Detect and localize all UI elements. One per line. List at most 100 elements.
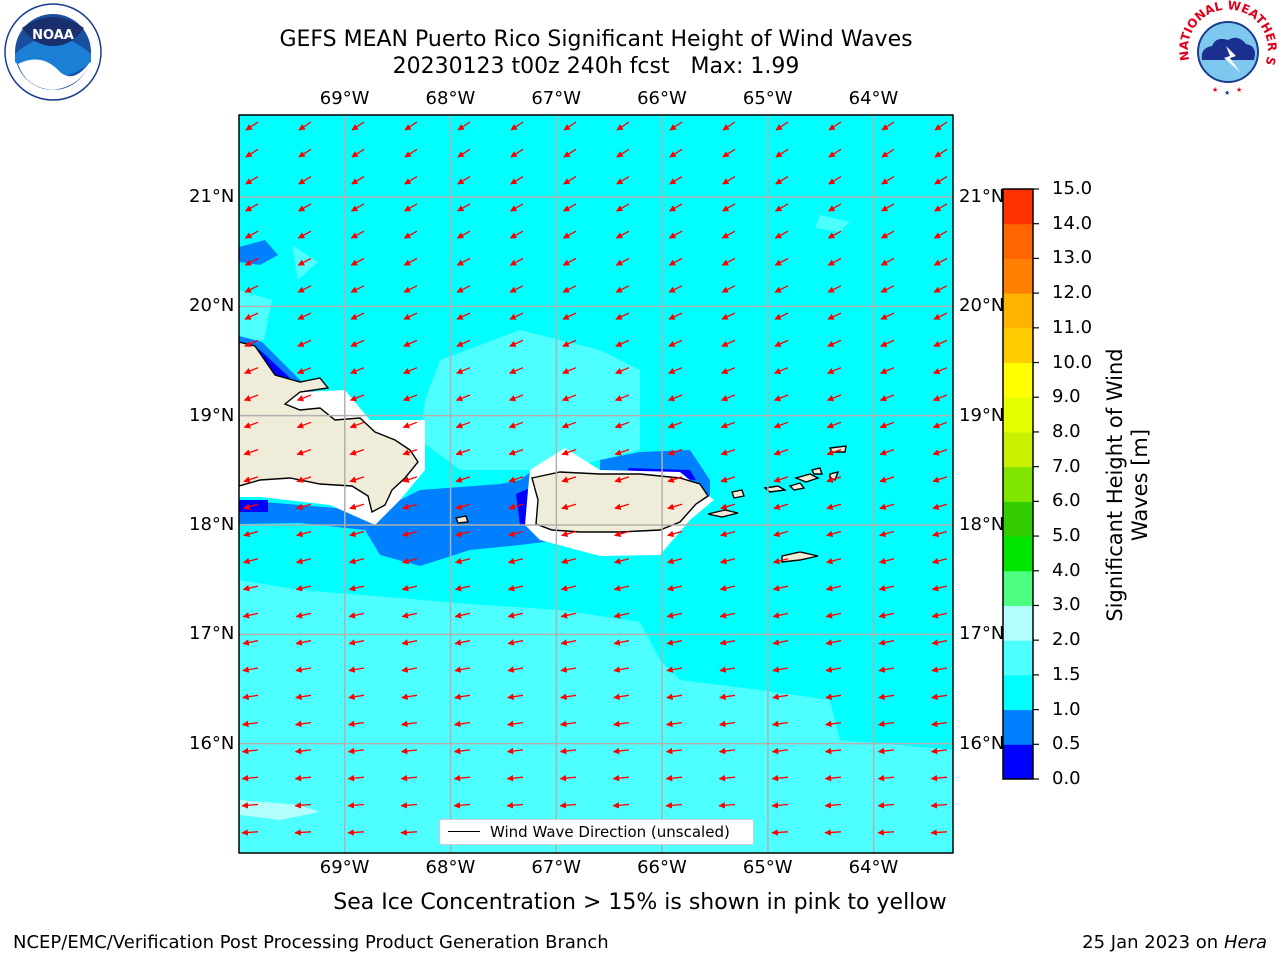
wave-direction-arrow	[669, 148, 683, 158]
wave-direction-arrow	[933, 257, 948, 266]
svg-text:★: ★	[1236, 86, 1242, 94]
wave-direction-arrow	[456, 312, 471, 320]
wave-direction-arrow	[348, 639, 365, 646]
wave-direction-arrow	[563, 121, 577, 131]
lon-tick-bottom-68°W: 68°W	[425, 857, 476, 878]
wave-direction-arrow	[349, 448, 365, 456]
wave-direction-arrow	[931, 612, 948, 619]
wave-direction-arrow	[614, 448, 630, 456]
wave-direction-arrow	[720, 503, 736, 510]
wave-direction-arrow	[562, 339, 577, 347]
lat-tick-left-19°N: 19°N	[189, 404, 235, 426]
wave-direction-arrow	[351, 121, 365, 131]
wave-direction-arrow	[400, 802, 418, 809]
wave-direction-arrow	[242, 639, 259, 646]
lon-tick-bottom-69°W: 69°W	[319, 857, 370, 878]
wave-direction-arrow	[879, 476, 895, 483]
wave-direction-arrow	[298, 148, 312, 158]
wave-direction-arrow	[932, 476, 948, 483]
wave-direction-arrow	[667, 530, 683, 538]
wave-direction-arrow	[719, 639, 736, 646]
wave-direction-arrow	[774, 230, 789, 239]
wave-direction-arrow	[666, 693, 683, 700]
wave-direction-arrow	[296, 394, 312, 402]
wave-direction-arrow	[241, 720, 259, 728]
wave-direction-arrow	[348, 666, 365, 673]
wave-direction-arrow	[297, 367, 312, 375]
wave-direction-arrow	[932, 421, 948, 429]
wave-direction-arrow	[879, 421, 895, 429]
wave-direction-arrow	[563, 176, 577, 185]
wave-direction-arrow	[878, 585, 895, 592]
wave-direction-arrow	[455, 476, 471, 483]
wave-direction-arrow	[825, 693, 842, 700]
wind-wave-arrows	[241, 121, 948, 836]
colorbar-tick-11.0: 11.0	[1052, 316, 1093, 338]
lat-tick-right-16°N: 16°N	[959, 732, 1005, 754]
wave-direction-arrow	[932, 394, 948, 402]
wave-direction-arrow	[877, 720, 895, 728]
wave-direction-arrow	[402, 503, 418, 510]
wave-direction-arrow	[562, 312, 577, 320]
wave-direction-arrow	[718, 720, 736, 728]
wave-direction-arrow	[878, 639, 895, 646]
wave-direction-arrow	[506, 802, 524, 809]
wave-direction-arrow	[456, 203, 471, 212]
wave-direction-arrow	[508, 394, 524, 402]
wave-direction-arrow	[297, 230, 312, 239]
wave-direction-arrow	[509, 285, 524, 293]
wave-direction-arrow	[403, 257, 418, 266]
wave-height-1-5-2-0-regions	[239, 215, 953, 853]
culebra	[731, 489, 745, 499]
wave-direction-arrow	[560, 612, 577, 619]
wave-direction-arrow	[722, 176, 736, 185]
wave-direction-arrow	[774, 203, 789, 212]
wave-direction-arrow	[879, 530, 895, 538]
wave-direction-arrow	[402, 448, 418, 456]
wave-direction-arrow	[295, 612, 312, 619]
wave-direction-arrow	[616, 148, 630, 158]
wave-direction-arrow	[508, 448, 524, 456]
wave-direction-arrow	[720, 448, 736, 456]
wave-direction-arrow	[668, 339, 683, 347]
st-john	[788, 482, 806, 491]
wave-direction-arrow	[827, 339, 842, 347]
colorbar-label-text: Significant Height of Wind Waves [m]	[1103, 348, 1152, 622]
wave-direction-arrow	[506, 774, 524, 782]
wave-direction-arrow	[880, 339, 895, 347]
sea-ice-note: Sea Ice Concentration > 15% is shown in …	[333, 890, 947, 915]
wave-direction-arrow	[349, 476, 365, 483]
land-areas	[239, 341, 847, 563]
wave-direction-arrow	[347, 747, 365, 755]
colorbar-segment-7.0	[1003, 431, 1033, 468]
wave-direction-arrow	[930, 802, 948, 809]
wave-direction-arrow	[456, 230, 471, 239]
wave-direction-arrow	[826, 476, 842, 483]
lon-tick-bottom-65°W: 65°W	[742, 857, 793, 878]
wave-direction-arrow	[772, 666, 789, 673]
virgin-gorda	[810, 467, 823, 475]
wave-direction-arrow	[507, 693, 524, 700]
wave-direction-arrow	[774, 339, 789, 347]
wave-direction-arrow	[561, 476, 577, 483]
wave-direction-arrow	[719, 585, 736, 592]
wave-direction-arrow	[826, 394, 842, 402]
wave-direction-arrow	[878, 666, 895, 673]
wave-direction-arrow	[245, 148, 259, 158]
colorbar-segment-0.5	[1003, 709, 1033, 745]
wave-direction-arrow	[930, 774, 948, 782]
wave-direction-arrow	[297, 339, 312, 347]
wave-direction-arrow	[721, 230, 736, 239]
wave-direction-arrow	[933, 230, 948, 239]
wave-direction-arrow	[348, 557, 365, 565]
wave-direction-arrow	[455, 394, 471, 402]
wave-direction-arrow	[243, 421, 259, 429]
wave-direction-arrow	[244, 339, 259, 347]
wave-direction-arrow	[879, 503, 895, 510]
wave-direction-arrow	[932, 530, 948, 538]
wave-direction-arrow	[456, 285, 471, 293]
footer-date: 25 Jan 2023 on Hera	[1082, 932, 1267, 953]
wave-direction-arrow	[457, 148, 471, 158]
wave-direction-arrow	[349, 530, 365, 538]
